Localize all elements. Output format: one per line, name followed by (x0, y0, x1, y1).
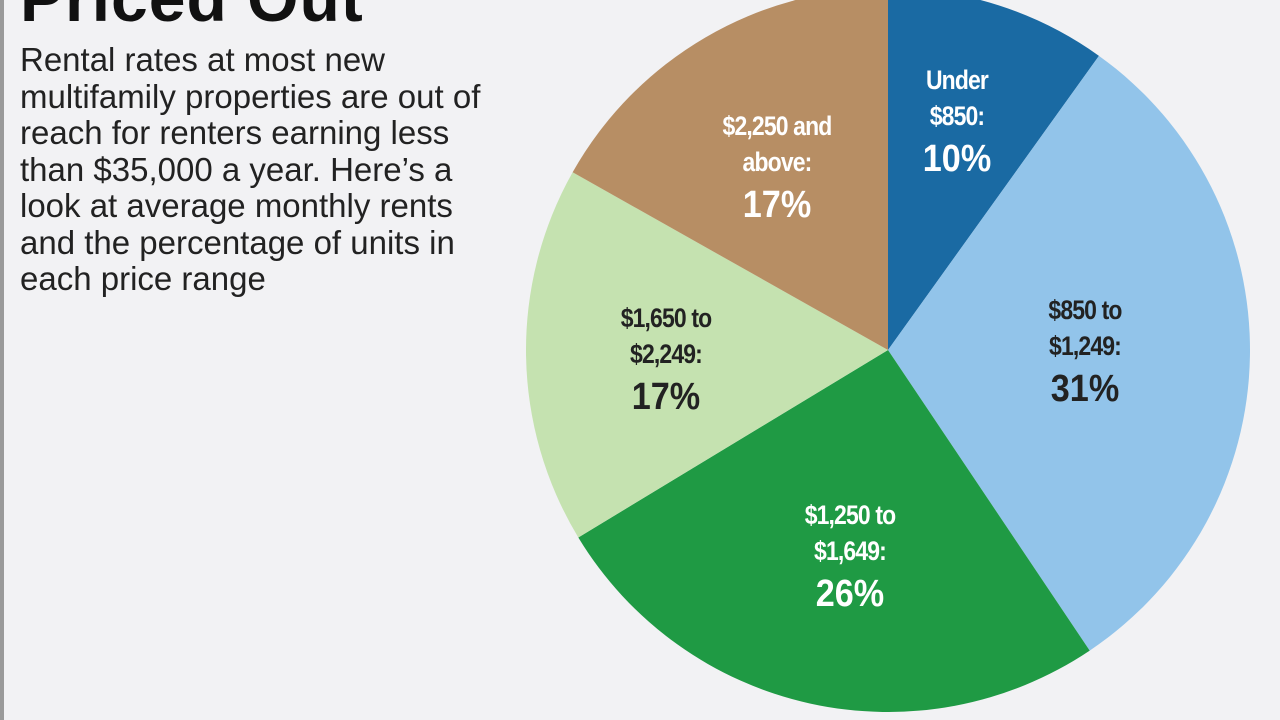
slice-range: $1,650 to (620, 303, 712, 333)
slice-percent: 10% (922, 138, 992, 180)
left-border (0, 0, 4, 720)
slice-range: Under (925, 65, 989, 95)
slice-range: $1,250 to (804, 500, 896, 530)
slice-percent: 17% (631, 376, 701, 418)
slice-percent: 31% (1050, 368, 1120, 410)
slice-range: $1,649: (814, 536, 887, 566)
chart-title: Priced Out (20, 0, 364, 36)
pie-slice (526, 172, 888, 538)
slice-range: $2,250 and (722, 111, 833, 141)
pie-slice (572, 0, 888, 350)
slice-label: $850 to $1,249: 31% (1042, 292, 1128, 414)
slice-percent: 26% (815, 573, 885, 615)
slice-label: Under $850: 10% (919, 62, 995, 184)
slice-label: $2,250 and above: 17% (713, 108, 841, 230)
pie-slice (888, 55, 1251, 651)
chart-subtitle: Rental rates at most new multifamily pro… (20, 41, 481, 297)
slice-label: $1,250 to $1,649: 26% (797, 497, 904, 619)
pie-slice (578, 350, 1090, 713)
pie-slice (888, 0, 1099, 350)
slice-range: $1,249: (1049, 331, 1122, 361)
slice-label: $1,650 to $2,249: 17% (613, 300, 720, 422)
slice-range: $850 to (1048, 295, 1122, 325)
slice-percent: 17% (742, 184, 812, 226)
slice-range: $850: (929, 101, 985, 131)
slice-range: $2,249: (630, 339, 703, 369)
slice-range: above: (742, 147, 813, 177)
